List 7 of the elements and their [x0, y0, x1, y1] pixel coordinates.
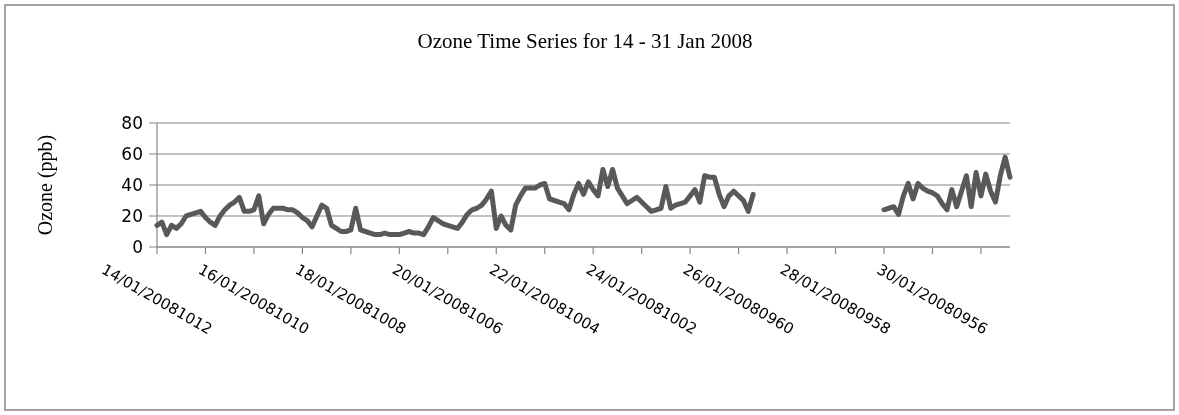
y-tick-label: 40	[121, 174, 143, 195]
chart-title: Ozone Time Series for 14 - 31 Jan 2008	[417, 29, 753, 53]
y-tick-label: 20	[121, 205, 143, 226]
y-axis-title: Ozone (ppb)	[34, 134, 57, 236]
y-tick-label: 60	[121, 143, 143, 164]
y-tick-label: 0	[132, 236, 143, 257]
y-tick-label: 80	[121, 112, 143, 133]
